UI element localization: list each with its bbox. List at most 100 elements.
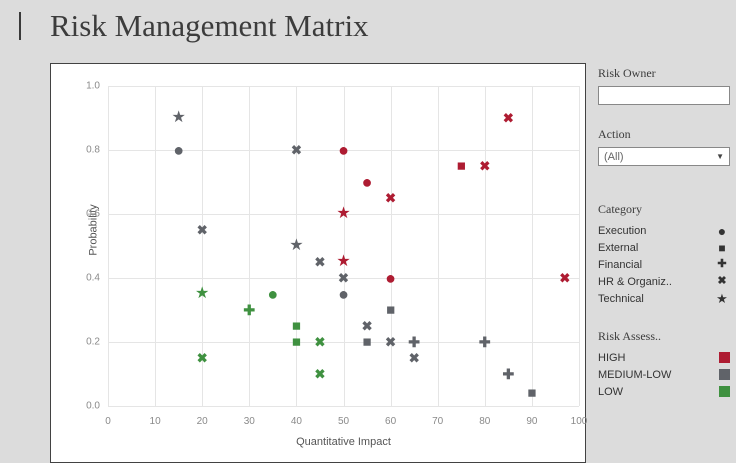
- circle-shape-icon: ●: [717, 222, 727, 239]
- scatter-point[interactable]: ■: [362, 333, 372, 351]
- category-legend-item[interactable]: Execution ●: [598, 222, 730, 239]
- action-select[interactable]: (All) ▼: [598, 147, 730, 166]
- scatter-chart-panel: Probability Quantitative Impact 0 10 20 30 4…: [50, 63, 587, 463]
- scatter-point[interactable]: ●: [338, 284, 349, 304]
- y-tick-label: 0.2: [86, 336, 100, 348]
- risk-legend-title: Risk Assess..: [598, 329, 662, 343]
- color-swatch-icon: [719, 369, 730, 380]
- risk-owner-filter: Risk Owner: [598, 66, 730, 105]
- x-tick-label: 50: [337, 416, 350, 427]
- scatter-point[interactable]: ✖: [290, 142, 302, 158]
- scatter-point[interactable]: ■: [456, 157, 466, 175]
- scatter-point[interactable]: ●: [267, 284, 279, 304]
- y-tick-label: 0.0: [86, 400, 100, 412]
- scatter-point[interactable]: ✖: [479, 158, 491, 174]
- scatter-point[interactable]: ★: [289, 237, 304, 254]
- scatter-point[interactable]: ★: [336, 253, 351, 270]
- scatter-point[interactable]: ✖: [196, 222, 208, 238]
- x-tick-label: 0: [105, 416, 111, 427]
- scatter-point[interactable]: ✖: [385, 334, 397, 350]
- category-legend-item[interactable]: Financial ✚: [598, 256, 730, 273]
- x-gridline: [484, 86, 486, 406]
- action-filter: Action (All) ▼: [598, 127, 730, 166]
- scatter-point[interactable]: ✖: [314, 366, 326, 382]
- x-tick-label: 30: [243, 416, 255, 427]
- scatter-point[interactable]: ✚: [243, 302, 256, 318]
- scatter-point[interactable]: ■: [527, 384, 537, 402]
- risk-legend-item[interactable]: LOW: [598, 383, 730, 400]
- x-gridline: [437, 86, 439, 406]
- x-gridline: [155, 86, 157, 406]
- x-gridline: [108, 86, 109, 406]
- x-tick-label: 80: [479, 416, 491, 427]
- scatter-point[interactable]: ✖: [338, 270, 349, 286]
- scatter-point[interactable]: ●: [361, 172, 373, 192]
- x-tick-label: 70: [432, 416, 444, 427]
- scatter-point[interactable]: ★: [336, 205, 351, 222]
- y-tick-label: 1.0: [86, 80, 100, 92]
- x-gridline: [343, 86, 345, 406]
- square-shape-icon: ■: [718, 240, 726, 255]
- scatter-point[interactable]: ●: [173, 140, 185, 160]
- category-legend-item-label: Execution: [598, 224, 647, 237]
- x-tick-label: 40: [290, 416, 302, 427]
- scatter-point[interactable]: ✖: [314, 334, 326, 350]
- x-gridline: [202, 86, 204, 406]
- x-tick-label: 20: [196, 416, 208, 427]
- star-shape-icon: ★: [716, 291, 728, 306]
- x-gridline: [579, 86, 580, 406]
- risk-legend-item-label: MEDIUM-LOW: [598, 368, 672, 381]
- scatter-point[interactable]: ✖: [196, 350, 208, 366]
- risk-owner-input[interactable]: [598, 86, 730, 105]
- y-gridline: [108, 86, 579, 87]
- scatter-point[interactable]: ✖: [361, 318, 373, 334]
- x-gridline: [296, 86, 298, 406]
- category-legend-item[interactable]: External ■: [598, 239, 730, 256]
- plot-area: Probability Quantitative Impact 0 10 20 30 4…: [86, 81, 587, 449]
- y-gridline: [108, 214, 579, 215]
- scatter-point[interactable]: ■: [386, 301, 396, 319]
- risk-owner-label: Risk Owner: [598, 66, 656, 80]
- category-legend-item-label: Technical: [598, 292, 644, 305]
- y-gridline: [108, 150, 579, 151]
- page-title: Risk Management Matrix: [50, 8, 369, 43]
- scatter-point[interactable]: ✚: [478, 334, 491, 350]
- x-tick-label: 60: [385, 416, 397, 427]
- x-gridline: [249, 86, 251, 406]
- scatter-point[interactable]: ●: [385, 268, 397, 288]
- y-tick-label: 0.4: [86, 272, 100, 284]
- scatter-point[interactable]: ■: [291, 333, 301, 351]
- risk-legend-item[interactable]: HIGH: [598, 349, 730, 366]
- category-legend-item[interactable]: Technical ★: [598, 290, 730, 307]
- y-gridline: [108, 278, 579, 279]
- category-legend: Category Execution ● External ■ Financial ✚ HR…: [598, 202, 730, 307]
- scatter-point[interactable]: ✚: [502, 366, 515, 382]
- scatter-point[interactable]: ■: [291, 317, 301, 335]
- scatter-point[interactable]: ★: [171, 109, 186, 126]
- title-accent-bar: [19, 12, 21, 40]
- x-gridline: [390, 86, 392, 406]
- risk-legend-items: HIGH MEDIUM-LOW LOW: [598, 349, 730, 400]
- action-label: Action: [598, 127, 631, 141]
- scatter-point[interactable]: ✖: [408, 350, 420, 366]
- scatter-point[interactable]: ★: [195, 285, 210, 302]
- color-swatch-icon: [719, 386, 730, 397]
- y-gridline: [108, 406, 579, 407]
- category-legend-item-label: HR & Organiz..: [598, 275, 672, 288]
- x-tick-label: 90: [526, 416, 538, 427]
- scatter-point[interactable]: ✚: [408, 334, 421, 350]
- scatter-point[interactable]: ✖: [502, 110, 514, 126]
- category-legend-item[interactable]: HR & Organiz.. ✖: [598, 273, 730, 290]
- scatter-point[interactable]: ●: [338, 140, 349, 160]
- x-gridline: [531, 86, 533, 406]
- scatter-point[interactable]: ✖: [559, 270, 571, 286]
- scatter-point[interactable]: ✖: [314, 254, 326, 270]
- risk-legend-item[interactable]: MEDIUM-LOW: [598, 366, 730, 383]
- category-legend-item-label: External: [598, 241, 639, 254]
- y-tick-label: 0.8: [86, 144, 100, 156]
- scatter-point[interactable]: ✖: [385, 190, 397, 206]
- y-tick-label: 0.6: [86, 208, 100, 220]
- risk-legend-item-label: HIGH: [598, 351, 626, 364]
- category-legend-item-label: Financial: [598, 258, 643, 271]
- x-tick-label: 10: [149, 416, 161, 427]
